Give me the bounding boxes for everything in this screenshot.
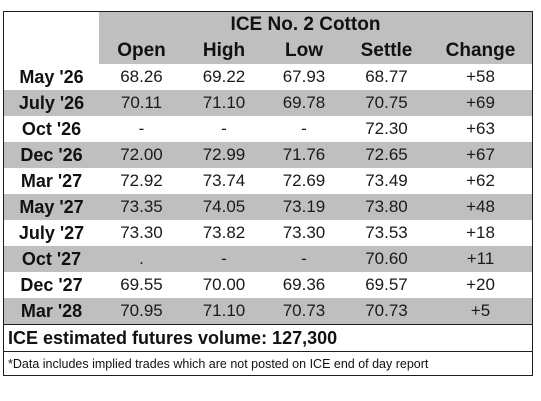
table-row: Mar '28 70.95 71.10 70.73 70.73 +5 bbox=[4, 298, 532, 324]
low-cell: - bbox=[264, 116, 344, 142]
high-cell: 70.00 bbox=[184, 272, 264, 298]
high-cell: - bbox=[184, 246, 264, 272]
contract-month-cell: Oct '27 bbox=[4, 246, 99, 272]
change-cell: +18 bbox=[429, 220, 532, 246]
settle-cell: 73.80 bbox=[344, 194, 429, 220]
title-row: ICE No. 2 Cotton bbox=[4, 12, 532, 38]
change-cell: +48 bbox=[429, 194, 532, 220]
header-blank-cell bbox=[4, 38, 99, 64]
contract-month-cell: Dec '26 bbox=[4, 142, 99, 168]
open-cell: 72.92 bbox=[99, 168, 184, 194]
settle-cell: 70.73 bbox=[344, 298, 429, 324]
high-cell: - bbox=[184, 116, 264, 142]
settle-cell: 69.57 bbox=[344, 272, 429, 298]
low-cell: 73.19 bbox=[264, 194, 344, 220]
open-cell: 68.26 bbox=[99, 64, 184, 90]
open-cell: 72.00 bbox=[99, 142, 184, 168]
change-cell: +58 bbox=[429, 64, 532, 90]
column-header-open: Open bbox=[99, 38, 184, 64]
open-cell: . bbox=[99, 246, 184, 272]
cotton-futures-table: ICE No. 2 Cotton Open High Low Settle Ch… bbox=[3, 11, 533, 376]
table-row: Oct '26- - -72.30 +63 bbox=[4, 116, 532, 142]
high-cell: 72.99 bbox=[184, 142, 264, 168]
table-body: May '26 68.26 69.22 67.93 68.77 +58 July '26 70… bbox=[4, 64, 532, 324]
table-title: ICE No. 2 Cotton bbox=[99, 12, 532, 38]
high-cell: 71.10 bbox=[184, 90, 264, 116]
low-cell: 72.69 bbox=[264, 168, 344, 194]
low-cell: 67.93 bbox=[264, 64, 344, 90]
table-row: Dec '27 69.55 70.00 69.36 69.57 +20 bbox=[4, 272, 532, 298]
contract-month-cell: Mar '27 bbox=[4, 168, 99, 194]
contract-month-cell: July '27 bbox=[4, 220, 99, 246]
change-cell: +5 bbox=[429, 298, 532, 324]
volume-row: ICE estimated futures volume: 127,300 bbox=[4, 324, 532, 351]
table-row: Mar '27 72.92 73.74 72.69 73.49 +62 bbox=[4, 168, 532, 194]
title-blank-cell bbox=[4, 12, 99, 38]
settle-cell: 70.75 bbox=[344, 90, 429, 116]
table-row: July '27 73.30 73.82 73.30 73.53 +18 bbox=[4, 220, 532, 246]
table-row: May '27 73.35 74.05 73.19 73.80 +48 bbox=[4, 194, 532, 220]
open-cell: 70.95 bbox=[99, 298, 184, 324]
open-cell: 69.55 bbox=[99, 272, 184, 298]
contract-month-cell: Oct '26 bbox=[4, 116, 99, 142]
settle-cell: 68.77 bbox=[344, 64, 429, 90]
settle-cell: 72.65 bbox=[344, 142, 429, 168]
column-header-settle: Settle bbox=[344, 38, 429, 64]
contract-month-cell: July '26 bbox=[4, 90, 99, 116]
contract-month-cell: Mar '28 bbox=[4, 298, 99, 324]
column-header-low: Low bbox=[264, 38, 344, 64]
open-cell: 73.35 bbox=[99, 194, 184, 220]
column-header-high: High bbox=[184, 38, 264, 64]
low-cell: 70.73 bbox=[264, 298, 344, 324]
change-cell: +20 bbox=[429, 272, 532, 298]
high-cell: 74.05 bbox=[184, 194, 264, 220]
low-cell: 71.76 bbox=[264, 142, 344, 168]
low-cell: - bbox=[264, 246, 344, 272]
high-cell: 69.22 bbox=[184, 64, 264, 90]
high-cell: 73.82 bbox=[184, 220, 264, 246]
table-row: July '26 70.11 71.10 69.78 70.75 +69 bbox=[4, 90, 532, 116]
table-row: Oct '27. - -70.60 +11 bbox=[4, 246, 532, 272]
settle-cell: 70.60 bbox=[344, 246, 429, 272]
contract-month-cell: Dec '27 bbox=[4, 272, 99, 298]
header-row: Open High Low Settle Change bbox=[4, 38, 532, 64]
low-cell: 69.36 bbox=[264, 272, 344, 298]
change-cell: +11 bbox=[429, 246, 532, 272]
table-row: Dec '26 72.00 72.99 71.76 72.65 +67 bbox=[4, 142, 532, 168]
settle-cell: 72.30 bbox=[344, 116, 429, 142]
contract-month-cell: May '26 bbox=[4, 64, 99, 90]
footnote: *Data includes implied trades which are … bbox=[4, 351, 532, 375]
open-cell: - bbox=[99, 116, 184, 142]
change-cell: +63 bbox=[429, 116, 532, 142]
change-cell: +69 bbox=[429, 90, 532, 116]
high-cell: 73.74 bbox=[184, 168, 264, 194]
settle-cell: 73.49 bbox=[344, 168, 429, 194]
change-cell: +67 bbox=[429, 142, 532, 168]
low-cell: 73.30 bbox=[264, 220, 344, 246]
table-row: May '26 68.26 69.22 67.93 68.77 +58 bbox=[4, 64, 532, 90]
column-header-change: Change bbox=[429, 38, 532, 64]
high-cell: 71.10 bbox=[184, 298, 264, 324]
settle-cell: 73.53 bbox=[344, 220, 429, 246]
open-cell: 70.11 bbox=[99, 90, 184, 116]
contract-month-cell: May '27 bbox=[4, 194, 99, 220]
low-cell: 69.78 bbox=[264, 90, 344, 116]
change-cell: +62 bbox=[429, 168, 532, 194]
open-cell: 73.30 bbox=[99, 220, 184, 246]
